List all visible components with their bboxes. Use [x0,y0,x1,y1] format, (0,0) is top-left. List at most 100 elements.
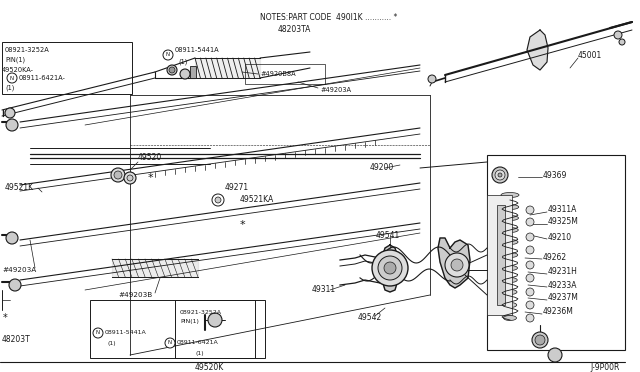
Text: 49520: 49520 [138,154,163,163]
Ellipse shape [502,228,518,232]
Text: 49311: 49311 [312,285,336,295]
Circle shape [532,332,548,348]
Circle shape [526,233,534,241]
Circle shape [384,262,396,274]
Text: 49237M: 49237M [548,294,579,302]
Text: 08911-6421A-: 08911-6421A- [19,75,66,81]
Circle shape [548,348,562,362]
Circle shape [215,197,221,203]
Text: 49236M: 49236M [543,308,574,317]
Ellipse shape [502,240,518,244]
Polygon shape [382,245,398,292]
Text: N: N [166,52,170,58]
Circle shape [526,274,534,282]
Text: PIN(1): PIN(1) [5,57,25,63]
Ellipse shape [502,253,518,257]
Bar [497,205,505,305]
Circle shape [9,279,21,291]
Text: 49262: 49262 [543,253,567,262]
Circle shape [5,108,15,118]
Circle shape [526,288,534,296]
Text: 49521KA: 49521KA [240,196,275,205]
Text: 08911-6421A: 08911-6421A [177,340,219,346]
Text: (1): (1) [178,59,188,65]
Circle shape [127,175,133,181]
Circle shape [526,261,534,269]
Text: 49325M: 49325M [548,218,579,227]
Circle shape [526,314,534,322]
Ellipse shape [502,266,518,270]
Text: 08911-5441A: 08911-5441A [175,47,220,53]
Text: (1): (1) [195,350,204,356]
Text: *: * [148,173,154,183]
Circle shape [93,328,103,338]
Circle shape [378,256,402,280]
Text: 49233A: 49233A [548,280,577,289]
Text: 49542: 49542 [358,314,382,323]
Bar [487,195,512,315]
Text: 08911-5441A: 08911-5441A [105,330,147,336]
Text: J-9P00R: J-9P00R [590,363,620,372]
Text: *: * [3,313,8,323]
Bar [190,66,196,78]
Text: (1): (1) [108,340,116,346]
Text: 08921-3252A: 08921-3252A [5,47,50,53]
Ellipse shape [503,289,517,295]
Circle shape [619,39,625,45]
Circle shape [6,119,18,131]
Text: 48203T: 48203T [2,336,31,344]
Circle shape [445,253,469,277]
Text: 45001: 45001 [578,51,602,60]
Circle shape [7,73,17,83]
Circle shape [372,250,408,286]
Ellipse shape [501,192,519,198]
Ellipse shape [502,215,518,221]
Circle shape [111,168,125,182]
Circle shape [6,232,18,244]
Circle shape [124,172,136,184]
Text: 49311A: 49311A [548,205,577,215]
Text: *: * [240,220,246,230]
Bar [90,300,265,358]
Circle shape [492,167,508,183]
Circle shape [526,301,534,309]
Text: #49203A: #49203A [320,87,351,93]
Bar [245,64,325,84]
Text: 49271: 49271 [225,183,249,192]
Polygon shape [527,30,548,70]
Circle shape [498,173,502,177]
Circle shape [535,335,545,345]
Circle shape [526,218,534,226]
Text: 49520KA-: 49520KA- [2,67,34,73]
Circle shape [167,65,177,75]
Circle shape [169,67,175,73]
Circle shape [165,338,175,348]
Text: 49231H: 49231H [548,267,578,276]
Text: 49521K: 49521K [5,183,34,192]
Polygon shape [438,238,470,288]
Circle shape [212,194,224,206]
Circle shape [180,69,190,79]
Text: 49520K: 49520K [195,363,224,372]
Ellipse shape [503,302,516,308]
Text: N: N [168,340,172,346]
Text: 49210: 49210 [548,232,572,241]
Text: NOTES:PART CODE  490I1K ........... *: NOTES:PART CODE 490I1K ........... * [260,13,397,22]
Text: 49541: 49541 [376,231,400,240]
Circle shape [163,50,173,60]
Bar [175,300,255,358]
Ellipse shape [501,205,519,209]
Text: #49203B: #49203B [118,292,152,298]
Text: (1): (1) [5,85,14,91]
Text: 48203TA: 48203TA [278,26,312,35]
Text: PIN(1): PIN(1) [180,320,199,324]
Bar [487,155,625,350]
Circle shape [114,171,122,179]
Text: 08921-3252A: 08921-3252A [180,310,222,314]
Ellipse shape [504,315,516,321]
Bar [2,42,132,94]
Circle shape [614,31,622,39]
Text: N: N [10,76,14,80]
Text: #4920B8A: #4920B8A [260,71,296,77]
Circle shape [451,259,463,271]
